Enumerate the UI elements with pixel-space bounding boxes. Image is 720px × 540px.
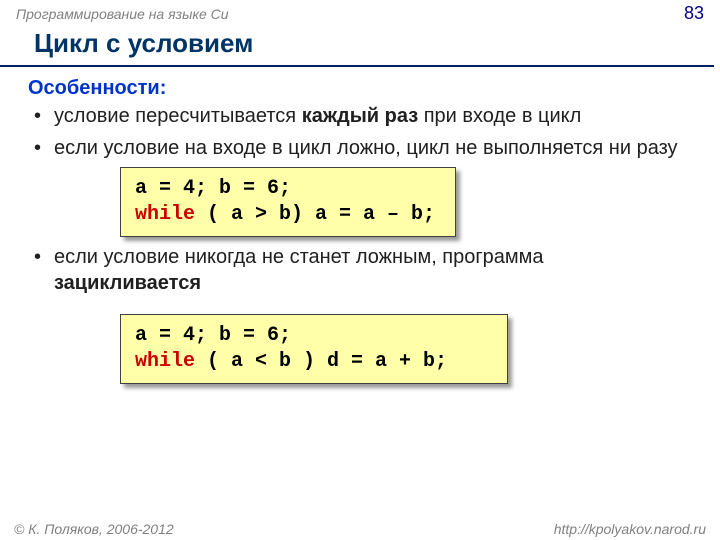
page-number: 83 [684,3,704,24]
bullet-3-bold: зацикливается [54,272,201,294]
footer-url: http://kpolyakov.narod.ru [554,521,706,537]
top-strip: Программирование на языке Си 83 [0,0,720,24]
bullet-1-pre: условие пересчитывается [54,105,302,127]
code1-line1: a = 4; b = 6; [135,176,435,202]
footer: © К. Поляков, 2006-2012 http://kpolyakov… [0,516,720,540]
code-block-1-wrap: a = 4; b = 6; while ( a > b) a = a – b; [120,167,692,237]
code1-line1-text: a = 4; b = 6; [135,177,291,200]
code2-line1-text: a = 4; b = 6; [135,324,291,347]
code1-rest: ( a > b) a = a – b; [195,203,435,226]
bullet-item-1: условие пересчитывается каждый раз при в… [52,104,692,130]
bullet-item-3: если условие никогда не станет ложным, п… [52,245,692,384]
course-title: Программирование на языке Си [16,6,229,22]
bullet-3-pre: если условие никогда не станет ложным, п… [54,246,544,268]
bullet-1-post: при входе в цикл [418,105,581,127]
slide-title: Цикл с условием [0,24,714,67]
code1-line2: while ( a > b) a = a – b; [135,202,435,228]
code-block-1: a = 4; b = 6; while ( a > b) a = a – b; [120,167,456,237]
code-block-2: a = 4; b = 6; while ( a < b ) d = a + b; [120,314,508,384]
bullet-1-bold: каждый раз [302,105,418,127]
bullet-list: условие пересчитывается каждый раз при в… [28,104,692,384]
code2-line2: while ( a < b ) d = a + b; [135,349,447,375]
code2-keyword: while [135,350,195,373]
code-block-2-wrap: a = 4; b = 6; while ( a < b ) d = a + b; [120,314,692,384]
features-label: Особенности: [28,77,692,100]
content-area: Особенности: условие пересчитывается каж… [0,67,720,384]
code2-line1: a = 4; b = 6; [135,323,447,349]
bullet-item-2: если условие на входе в цикл ложно, цикл… [52,136,692,238]
code1-keyword: while [135,203,195,226]
code2-rest: ( a < b ) d = a + b; [195,350,447,373]
footer-author: © К. Поляков, 2006-2012 [14,521,174,537]
bullet-2-text: если условие на входе в цикл ложно, цикл… [54,137,678,159]
